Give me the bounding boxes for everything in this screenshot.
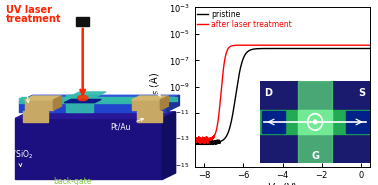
after laser treatment [299,44,303,46]
after laser treatment [198,142,202,145]
Polygon shape [19,98,166,103]
Polygon shape [132,96,168,100]
pristine [363,47,368,50]
Text: back-gate: back-gate [53,177,92,185]
Polygon shape [162,112,176,179]
Polygon shape [66,92,106,98]
after laser treatment [363,44,368,46]
Polygon shape [132,100,160,110]
pristine [199,144,203,146]
Legend: pristine, after laser treatment: pristine, after laser treatment [196,9,293,30]
Polygon shape [15,112,176,118]
Line: pristine: pristine [195,48,370,145]
Text: treatment: treatment [6,14,61,24]
Polygon shape [138,111,162,122]
pristine [192,142,197,144]
X-axis label: $V_G$ (V): $V_G$ (V) [267,182,298,185]
Text: WSe$_2$: WSe$_2$ [124,50,160,96]
Text: β-Ga$_2$O$_3$: β-Ga$_2$O$_3$ [9,76,43,103]
Polygon shape [19,95,180,102]
Polygon shape [23,111,48,122]
pristine [368,47,373,50]
after laser treatment [201,140,206,143]
after laser treatment [273,44,278,46]
Line: after laser treatment: after laser treatment [195,45,370,144]
Polygon shape [25,96,62,100]
Text: Pt/Au: Pt/Au [111,118,144,132]
after laser treatment [192,141,197,143]
pristine [364,47,369,50]
pristine [273,47,278,50]
Text: Ti/Au: Ti/Au [138,21,166,92]
after laser treatment [363,44,368,46]
Polygon shape [15,118,162,179]
Polygon shape [25,100,53,110]
Ellipse shape [77,95,88,101]
pristine [201,142,206,144]
after laser treatment [278,44,282,46]
Y-axis label: $I_{DS}$ (A): $I_{DS}$ (A) [149,71,162,102]
Polygon shape [64,100,101,103]
after laser treatment [331,44,336,46]
Polygon shape [166,95,180,112]
pristine [331,47,335,50]
Text: UV laser: UV laser [6,5,52,15]
Polygon shape [53,96,62,110]
Polygon shape [19,102,166,112]
Polygon shape [21,97,177,101]
Polygon shape [160,96,168,110]
Bar [76,17,89,26]
after laser treatment [368,44,373,46]
pristine [363,47,368,50]
pristine [278,47,282,50]
Polygon shape [66,95,93,112]
Text: Si/SiO$_2$: Si/SiO$_2$ [6,148,33,167]
